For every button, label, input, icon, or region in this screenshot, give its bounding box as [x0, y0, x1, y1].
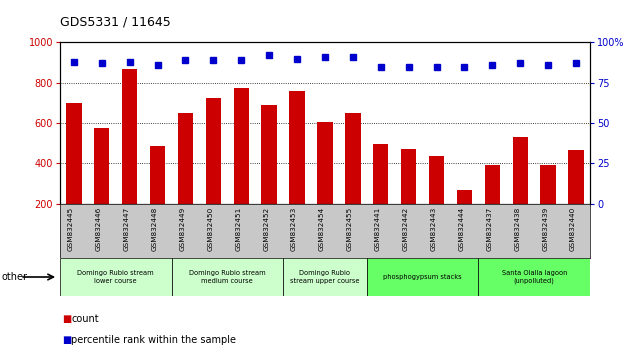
Text: other: other: [1, 272, 27, 282]
Text: GSM832447: GSM832447: [124, 206, 130, 251]
Text: GSM832440: GSM832440: [570, 206, 576, 251]
Text: GSM832445: GSM832445: [68, 206, 74, 251]
Bar: [541, 165, 556, 244]
Text: GSM832439: GSM832439: [542, 206, 548, 251]
Bar: [290, 91, 305, 244]
Text: GSM832444: GSM832444: [459, 206, 464, 251]
Text: ■: ■: [62, 335, 71, 345]
Text: ■: ■: [62, 314, 71, 324]
Text: count: count: [71, 314, 99, 324]
Text: GSM832451: GSM832451: [235, 206, 241, 251]
Text: GDS5331 / 11645: GDS5331 / 11645: [60, 16, 171, 29]
Bar: [206, 98, 221, 244]
Bar: [66, 103, 81, 244]
Bar: [233, 88, 249, 244]
Text: GSM832453: GSM832453: [291, 206, 297, 251]
Text: GSM832437: GSM832437: [487, 206, 492, 251]
Text: GSM832442: GSM832442: [403, 206, 409, 251]
Text: Domingo Rubio
stream upper course: Domingo Rubio stream upper course: [290, 270, 360, 284]
Bar: [172, 258, 283, 296]
Text: GSM832449: GSM832449: [179, 206, 186, 251]
Bar: [94, 128, 109, 244]
Bar: [485, 165, 500, 244]
Text: phosphogypsum stacks: phosphogypsum stacks: [383, 274, 462, 280]
Bar: [317, 122, 333, 244]
Bar: [345, 113, 360, 244]
Bar: [478, 258, 590, 296]
Text: GSM832452: GSM832452: [263, 206, 269, 251]
Text: Domingo Rubio stream
medium course: Domingo Rubio stream medium course: [189, 270, 266, 284]
Bar: [401, 149, 416, 244]
Bar: [367, 258, 478, 296]
Bar: [261, 105, 277, 244]
Bar: [429, 156, 444, 244]
Bar: [512, 137, 528, 244]
Bar: [122, 69, 138, 244]
Bar: [178, 113, 193, 244]
Bar: [373, 144, 389, 244]
Bar: [283, 258, 367, 296]
Text: GSM832448: GSM832448: [151, 206, 158, 251]
Bar: [569, 150, 584, 244]
Text: Santa Olalla lagoon
(unpolluted): Santa Olalla lagoon (unpolluted): [502, 270, 567, 284]
Text: GSM832438: GSM832438: [514, 206, 520, 251]
Bar: [457, 190, 472, 244]
Bar: [60, 258, 172, 296]
Text: percentile rank within the sample: percentile rank within the sample: [71, 335, 236, 345]
Text: GSM832443: GSM832443: [430, 206, 437, 251]
Text: GSM832450: GSM832450: [208, 206, 213, 251]
Text: Domingo Rubio stream
lower course: Domingo Rubio stream lower course: [78, 270, 154, 284]
Text: GSM832446: GSM832446: [96, 206, 102, 251]
Text: GSM832455: GSM832455: [347, 206, 353, 251]
Bar: [150, 146, 165, 244]
Text: GSM832454: GSM832454: [319, 206, 325, 251]
Text: GSM832441: GSM832441: [375, 206, 380, 251]
